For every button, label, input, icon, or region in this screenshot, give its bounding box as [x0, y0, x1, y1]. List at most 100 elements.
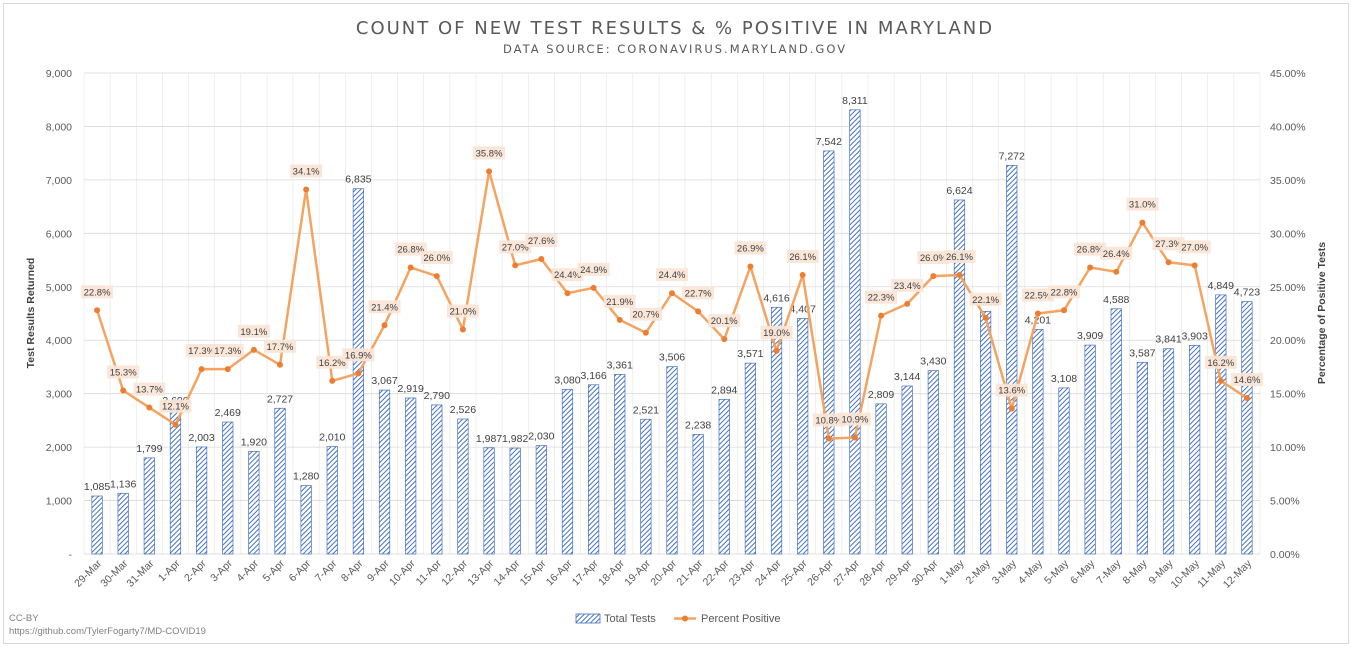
bar-data-label: 1,799: [136, 443, 162, 455]
y-tick-label: 3,000: [46, 389, 72, 401]
y2-tick-label: 0.00%: [1270, 549, 1300, 561]
line-label-background: [760, 325, 793, 339]
line-point: [1217, 377, 1224, 384]
bar-data-label: 2,809: [868, 389, 894, 401]
bar: [196, 446, 208, 555]
bar: [979, 311, 992, 555]
line-data-label: 31.0%: [1129, 200, 1156, 211]
x-tick-label: 15-Apr: [518, 557, 549, 588]
line-point: [381, 322, 388, 329]
x-tick-label: 6-Apr: [287, 557, 314, 584]
y2-tick-label: 25.00%: [1270, 282, 1306, 294]
bar-data-label: 6,835: [345, 174, 371, 186]
line-point: [1191, 262, 1198, 269]
bar-data-label: 3,909: [1077, 330, 1103, 342]
bar-data-label: 3,067: [371, 375, 397, 387]
bar: [509, 447, 521, 555]
line-label-background: [420, 251, 453, 265]
line-point: [851, 434, 858, 441]
line-data-label: 13.6%: [998, 386, 1025, 397]
bar-data-label: 3,080: [554, 374, 580, 386]
line-label-background: [1230, 372, 1263, 386]
bar-data-label: 2,919: [398, 383, 424, 395]
bar: [1136, 361, 1149, 555]
line-label-background: [995, 383, 1028, 397]
line-point: [329, 377, 336, 384]
y-axis-left-ticks: - 1,000 2,000 3,000 4,000 5,000 6,000 7,000 8,00…: [46, 68, 73, 561]
line-point: [904, 300, 911, 307]
y2-tick-label: 40.00%: [1270, 121, 1306, 133]
line-point: [1139, 219, 1146, 226]
bar: [431, 404, 443, 555]
bar: [1162, 348, 1175, 555]
bar-data-label: 2,010: [319, 432, 345, 444]
x-tick-label: 7-May: [1094, 557, 1124, 587]
y2-tick-label: 45.00%: [1270, 68, 1306, 80]
x-tick-label: 10-May: [1169, 557, 1203, 591]
x-tick-label: 20-Apr: [648, 557, 679, 588]
line-label-background: [708, 314, 741, 328]
x-tick-label: 3-Apr: [208, 557, 235, 584]
line-point: [590, 284, 597, 291]
bar-data-label: 2,727: [267, 393, 293, 405]
line-data-label: 26.0%: [920, 253, 947, 264]
line-point: [407, 264, 414, 271]
x-tick-label: 11-Apr: [414, 557, 445, 588]
x-tick-label: 12-May: [1221, 557, 1255, 591]
bar: [169, 409, 182, 555]
line-data-label: 26.1%: [789, 252, 816, 263]
bar: [405, 397, 417, 555]
line-point: [747, 263, 754, 270]
line-label-background: [577, 262, 610, 276]
credit-license: CC-BY: [9, 613, 39, 624]
line-data-label: 16.2%: [1207, 358, 1234, 369]
line-point: [1087, 264, 1094, 271]
line-label-background: [368, 300, 401, 314]
bar: [535, 445, 547, 555]
line-label-background: [446, 304, 479, 318]
bar-data-labels: 1,0851,1361,7992,6902,0032,4691,9202,727…: [84, 95, 1260, 493]
bar: [1006, 165, 1018, 555]
bar-data-label: 4,616: [763, 292, 789, 304]
line-point: [277, 361, 283, 368]
y-tick-label: 5,000: [46, 282, 72, 294]
line-point: [799, 272, 806, 279]
line-point: [1061, 307, 1067, 314]
line-label-background: [786, 250, 819, 264]
bar: [378, 389, 391, 555]
line-data-label: 20.1%: [711, 316, 738, 327]
line-label-background: [211, 344, 244, 358]
line-data-label: 17.3%: [188, 346, 215, 357]
line-data-label: 24.4%: [659, 270, 686, 281]
line-data-label: 20.7%: [632, 310, 659, 321]
line-label-background: [185, 344, 218, 358]
bar-data-label: 4,849: [1208, 280, 1234, 292]
bar-data-label: 6,624: [946, 185, 972, 197]
line-label-background: [656, 268, 688, 282]
line-point: [120, 387, 127, 394]
bar-data-label: 7,542: [816, 136, 842, 148]
line-point: [1034, 310, 1041, 317]
line-data-label: 23.4%: [894, 281, 921, 292]
line-data-label: 13.7%: [136, 385, 163, 396]
bar-data-label: 2,469: [215, 407, 241, 419]
bar: [1058, 387, 1070, 555]
line-label-background: [264, 339, 296, 353]
line-data-label: 14.6%: [1233, 375, 1260, 386]
y-tick-label: 6,000: [46, 228, 72, 240]
line-point: [250, 346, 257, 353]
x-tick-label: 5-May: [1042, 557, 1072, 587]
y-tick-label: 2,000: [46, 442, 72, 454]
line-label-background: [734, 241, 767, 255]
x-tick-label: 25-Apr: [779, 557, 810, 588]
bar-data-label: 1,982: [502, 433, 528, 445]
bar: [692, 434, 704, 555]
x-tick-label: 27-Apr: [831, 557, 862, 588]
line-data-label: 15.3%: [110, 367, 137, 378]
bar: [718, 398, 730, 555]
line-data-label: 27.6%: [528, 236, 555, 247]
line-data-label: 19.0%: [763, 328, 790, 339]
line-data-label: 22.5%: [1024, 291, 1051, 302]
line-label-background: [290, 164, 323, 178]
